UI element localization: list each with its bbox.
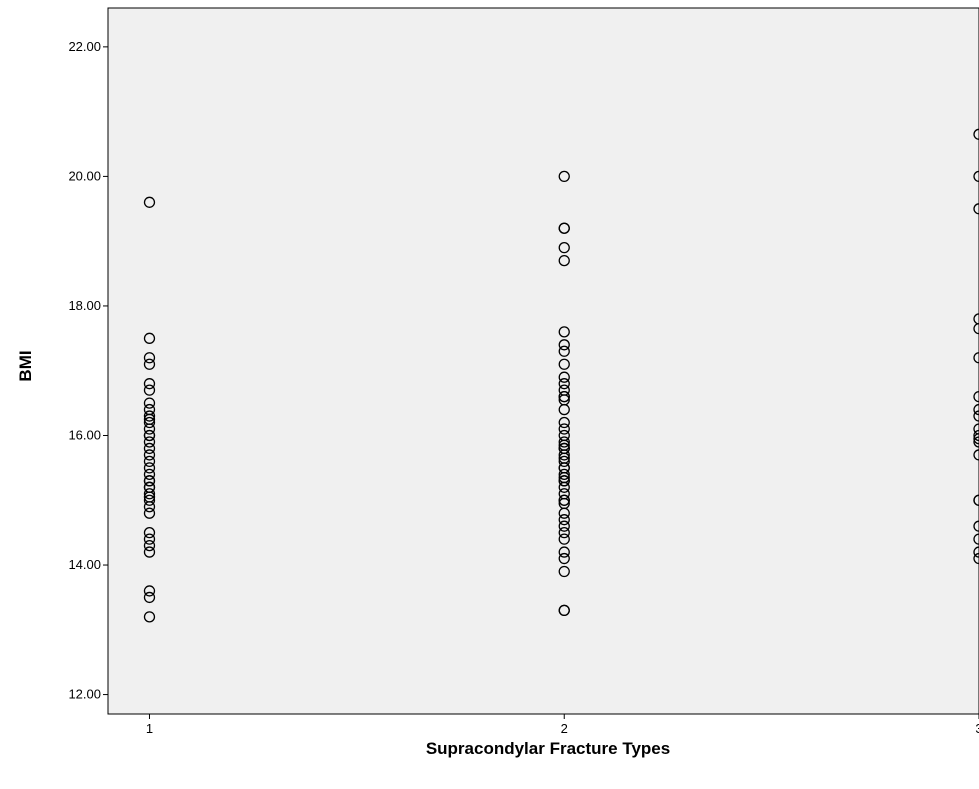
data-points <box>143 128 979 623</box>
data-point-type-3 <box>973 410 979 422</box>
data-point-type-1 <box>143 494 156 506</box>
data-point-type-3 <box>973 128 979 140</box>
y-axis-title: BMI <box>16 350 35 381</box>
y-tick-label: 14.00 <box>68 557 101 572</box>
data-point-type-1 <box>143 449 156 461</box>
x-axis-title: Supracondylar Fracture Types <box>426 739 670 758</box>
data-point-type-1 <box>143 533 156 545</box>
data-point-type-3 <box>973 520 979 532</box>
data-point-type-2 <box>558 468 570 480</box>
data-point-type-3 <box>973 403 979 416</box>
data-point-type-3 <box>973 552 979 565</box>
data-point-type-3 <box>973 322 979 335</box>
data-point-type-2 <box>558 222 570 234</box>
data-point-type-2 <box>558 254 570 267</box>
data-point-type-1 <box>143 591 156 604</box>
data-point-type-1 <box>143 352 156 364</box>
data-point-type-1 <box>143 475 156 487</box>
data-point-type-3 <box>973 423 979 435</box>
data-point-type-2 <box>558 520 570 532</box>
data-point-type-3 <box>973 170 979 183</box>
y-tick-label: 22.00 <box>68 39 101 54</box>
data-point-type-2 <box>558 423 570 435</box>
data-point-type-3 <box>973 436 979 448</box>
data-point-type-2 <box>558 390 570 403</box>
data-point-type-1 <box>143 526 156 539</box>
data-point-type-1 <box>143 416 156 429</box>
data-point-type-1 <box>143 384 156 396</box>
data-point-type-1 <box>143 196 156 208</box>
data-point-type-1 <box>143 462 156 474</box>
data-point-type-2 <box>558 471 570 484</box>
data-point-type-3 <box>973 533 979 545</box>
data-point-type-3 <box>973 429 979 442</box>
data-point-type-3 <box>973 352 979 364</box>
data-point-type-1 <box>143 611 156 623</box>
data-point-type-1 <box>143 397 156 409</box>
data-point-type-1 <box>143 468 156 480</box>
data-point-type-3 <box>973 433 979 445</box>
data-point-type-3 <box>973 449 979 461</box>
data-point-type-2 <box>558 242 570 254</box>
x-tick-label: 2 <box>561 721 568 736</box>
data-point-type-2 <box>558 455 570 468</box>
data-point-type-2 <box>558 345 570 357</box>
data-point-type-2 <box>558 378 570 390</box>
data-point-type-1 <box>143 442 156 455</box>
data-point-type-1 <box>143 378 156 390</box>
data-point-type-2 <box>558 526 570 539</box>
data-point-type-2 <box>558 452 570 464</box>
y-axis: 12.00 14.00 16.00 18.00 20.00 22.00 <box>68 39 108 702</box>
x-tick-label: 3 <box>975 721 979 736</box>
data-point-type-2 <box>558 326 570 338</box>
data-point-type-1 <box>143 455 156 468</box>
data-point-type-2 <box>558 604 570 617</box>
data-point-type-2 <box>558 497 570 510</box>
data-point-type-2 <box>558 514 570 526</box>
data-point-type-2 <box>558 565 570 578</box>
data-point-type-2 <box>558 416 570 429</box>
y-tick-label: 16.00 <box>68 427 101 442</box>
data-point-type-1 <box>143 413 156 425</box>
data-point-type-2 <box>558 546 570 558</box>
data-point-type-3 <box>973 203 979 215</box>
data-point-type-1 <box>143 507 156 519</box>
data-point-type-1 <box>143 491 156 503</box>
data-point-type-2 <box>558 371 570 383</box>
data-point-type-2 <box>558 494 570 506</box>
data-point-type-1 <box>143 410 156 422</box>
y-tick-label: 18.00 <box>68 298 101 313</box>
x-tick-label: 1 <box>146 721 153 736</box>
data-point-type-1 <box>143 429 156 442</box>
data-point-type-3 <box>973 546 979 558</box>
plot-area <box>107 7 979 715</box>
data-point-type-2 <box>558 358 570 370</box>
data-point-type-1 <box>143 539 156 552</box>
data-point-type-3 <box>973 390 979 403</box>
y-tick-label: 20.00 <box>68 168 101 183</box>
data-point-type-2 <box>558 552 570 565</box>
data-point-type-2 <box>558 533 570 545</box>
data-point-type-1 <box>143 546 156 558</box>
data-point-type-2 <box>558 475 570 487</box>
data-point-type-1 <box>143 488 156 500</box>
data-point-type-3 <box>973 313 979 325</box>
data-point-type-2 <box>558 339 570 351</box>
data-point-type-1 <box>143 332 156 344</box>
data-point-type-3 <box>973 494 979 506</box>
data-point-type-1 <box>143 436 156 448</box>
data-point-type-2 <box>558 170 570 183</box>
data-point-type-2 <box>558 436 570 448</box>
data-point-type-1 <box>143 585 156 597</box>
data-point-type-1 <box>143 358 156 370</box>
data-point-type-2 <box>558 439 570 451</box>
data-point-type-2 <box>558 394 570 406</box>
x-axis: 1 2 3 <box>146 714 979 736</box>
y-tick-label: 12.00 <box>68 687 101 702</box>
